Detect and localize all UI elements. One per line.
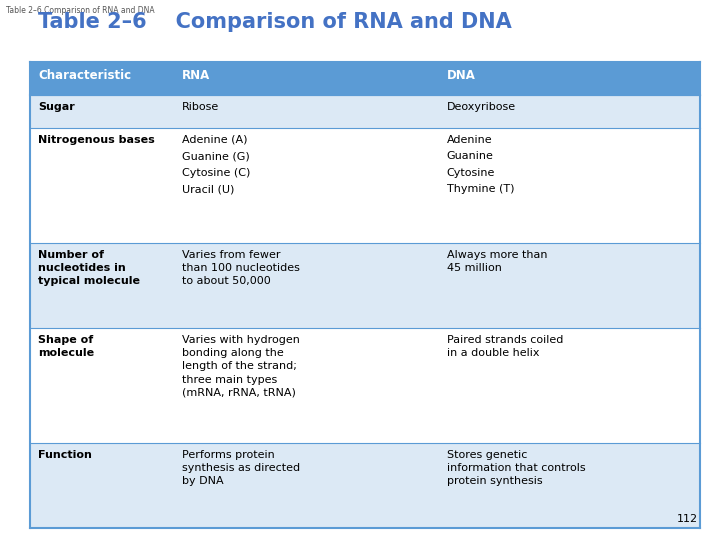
Text: Table 2–6 Comparison of RNA and DNA: Table 2–6 Comparison of RNA and DNA xyxy=(6,6,155,15)
Text: Adenine
Guanine
Cytosine
Thymine (T): Adenine Guanine Cytosine Thymine (T) xyxy=(446,135,514,194)
Text: Performs protein
synthesis as directed
by DNA: Performs protein synthesis as directed b… xyxy=(182,450,300,487)
Text: Sugar: Sugar xyxy=(38,102,75,112)
Text: Varies with hydrogen
bonding along the
length of the strand;
three main types
(m: Varies with hydrogen bonding along the l… xyxy=(182,335,300,398)
Text: Deoxyribose: Deoxyribose xyxy=(446,102,516,112)
Bar xyxy=(30,128,700,243)
Text: Shape of
molecule: Shape of molecule xyxy=(38,335,94,358)
Text: Function: Function xyxy=(38,450,92,460)
Text: Characteristic: Characteristic xyxy=(38,69,131,82)
Text: Nitrogenous bases: Nitrogenous bases xyxy=(38,135,155,145)
Text: RNA: RNA xyxy=(182,69,210,82)
Bar xyxy=(30,95,700,128)
Text: Table 2–6    Comparison of RNA and DNA: Table 2–6 Comparison of RNA and DNA xyxy=(38,12,512,32)
Text: Paired strands coiled
in a double helix: Paired strands coiled in a double helix xyxy=(446,335,563,358)
Text: Adenine (A)
Guanine (G)
Cytosine (C)
Uracil (U): Adenine (A) Guanine (G) Cytosine (C) Ura… xyxy=(182,135,251,194)
Text: 112: 112 xyxy=(677,514,698,524)
Bar xyxy=(30,62,700,95)
Text: Stores genetic
information that controls
protein synthesis: Stores genetic information that controls… xyxy=(446,450,585,487)
Bar xyxy=(30,443,700,528)
Text: Varies from fewer
than 100 nucleotides
to about 50,000: Varies from fewer than 100 nucleotides t… xyxy=(182,250,300,286)
Bar xyxy=(30,328,700,443)
Text: Always more than
45 million: Always more than 45 million xyxy=(446,250,547,273)
Text: DNA: DNA xyxy=(446,69,476,82)
Text: Ribose: Ribose xyxy=(182,102,220,112)
Bar xyxy=(30,243,700,328)
Text: Number of
nucleotides in
typical molecule: Number of nucleotides in typical molecul… xyxy=(38,250,140,286)
